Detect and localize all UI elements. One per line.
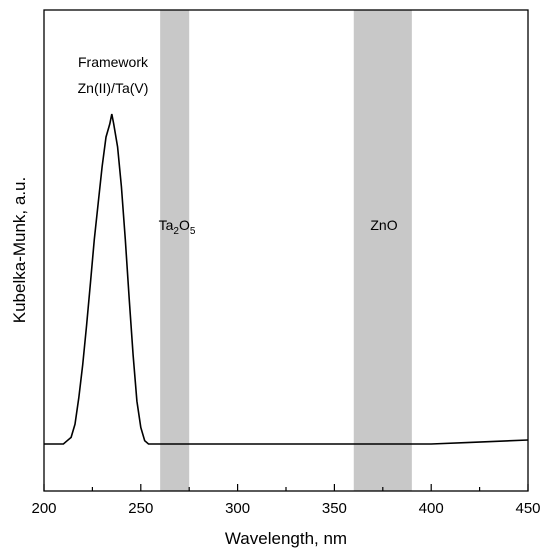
ta-label-part: Ta	[159, 217, 174, 233]
x-tick-label-300: 300	[225, 500, 250, 517]
x-tick-label-450: 450	[515, 500, 540, 517]
x-tick-label-250: 250	[128, 500, 153, 517]
band-1	[353, 10, 412, 491]
band-0	[160, 10, 190, 491]
zno-band-label: ZnO	[370, 217, 397, 233]
framework-formula-label: Zn(II)/Ta(V)	[78, 80, 149, 96]
ta2o5-band-label: Ta2O5	[159, 217, 196, 237]
x-axis-title: Wavelength, nm	[225, 529, 347, 548]
bands-layer	[160, 10, 412, 491]
x-tick-label-350: 350	[322, 500, 347, 517]
x-tick-label-400: 400	[419, 500, 444, 517]
spectrum-line	[44, 113, 529, 445]
framework-label: Framework	[78, 54, 149, 70]
ta-subscript: 2	[173, 226, 179, 237]
o-label-part: O	[179, 217, 190, 233]
ticks-layer: 200 250 300 350 400 450	[31, 484, 541, 517]
y-axis-title: Kubelka-Munk, a.u.	[10, 177, 29, 323]
o-subscript: 5	[190, 226, 196, 237]
x-tick-label-200: 200	[31, 500, 56, 517]
